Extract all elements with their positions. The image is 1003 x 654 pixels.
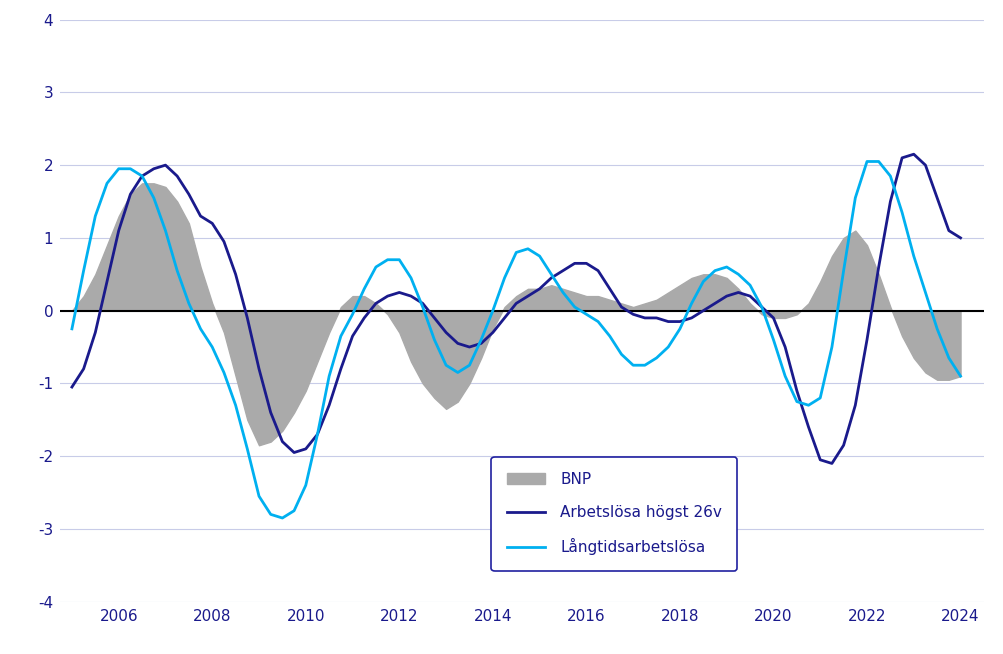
Legend: BNP, Arbetslösa högst 26v, Långtidsarbetslösa: BNP, Arbetslösa högst 26v, Långtidsarbet… [491,456,736,571]
